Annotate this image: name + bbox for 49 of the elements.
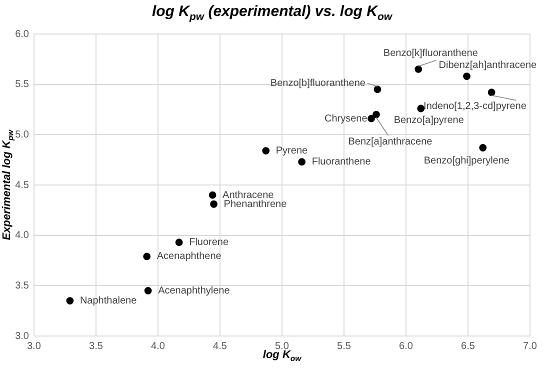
point xyxy=(175,238,183,246)
point xyxy=(210,200,218,208)
chart-title: log K$_{pw}$ (experimental) vs. log K$_{ow}$ xyxy=(150,3,394,23)
y-tick-label: 6.0 xyxy=(15,28,30,40)
annotation: Chrysene xyxy=(324,113,368,124)
x-tick-label: 5.5 xyxy=(337,340,352,352)
annotation: Indeno[1,2,3-cd]pyrene xyxy=(424,101,527,112)
point xyxy=(66,297,74,304)
y-tick-label: 5.0 xyxy=(15,129,30,140)
annotation: Benz[a]anthracene xyxy=(348,136,433,148)
annotation: Acenaphthene xyxy=(156,251,222,262)
point xyxy=(368,114,375,122)
annotation: Naphthalene xyxy=(80,296,138,307)
x-tick-label: 4.5 xyxy=(213,340,228,352)
point xyxy=(463,72,470,80)
annotation: Benzo[k]fluoranthene xyxy=(383,48,478,59)
point xyxy=(374,86,382,94)
point xyxy=(144,287,152,294)
point xyxy=(208,191,216,199)
y-tick-label: 4.0 xyxy=(15,230,30,242)
x-axis-title: log K$_{ow}$ xyxy=(262,349,302,364)
point xyxy=(414,66,422,73)
point xyxy=(479,144,487,152)
point xyxy=(262,147,270,154)
annotation: Acenaphthylene xyxy=(158,285,230,296)
x-tick-label: 6.0 xyxy=(399,340,414,352)
annotation: Dibenz[ah]anthracene xyxy=(438,60,538,72)
x-tick-label: 3.5 xyxy=(89,340,104,352)
point xyxy=(143,252,151,260)
annotation: Phenanthrene xyxy=(224,198,288,210)
annotation: Benzo[b]fluoranthene xyxy=(270,78,366,90)
y-tick-label: 3.5 xyxy=(15,280,30,292)
annotation: Fluoranthene xyxy=(312,156,372,168)
point xyxy=(372,110,380,118)
y-tick-label: 5.5 xyxy=(15,79,30,90)
annotation: Benzo[ghi]perylene xyxy=(424,156,510,167)
point xyxy=(298,158,306,166)
annotation: Pyrene xyxy=(276,146,308,157)
annotation: Fluorene xyxy=(189,237,229,248)
point xyxy=(488,88,496,96)
x-tick-label: 4.0 xyxy=(151,340,166,352)
point xyxy=(417,104,425,112)
x-tick-label: 3.0 xyxy=(27,340,42,352)
x-tick-label: 6.5 xyxy=(461,340,476,352)
x-tick-label: 7.0 xyxy=(523,340,538,352)
annotation: Anthracene xyxy=(222,190,274,201)
annotation: Benzo[a]pyrene xyxy=(394,115,464,126)
y-tick-label: 4.5 xyxy=(15,180,30,191)
y-tick-label: 3.0 xyxy=(15,330,30,342)
